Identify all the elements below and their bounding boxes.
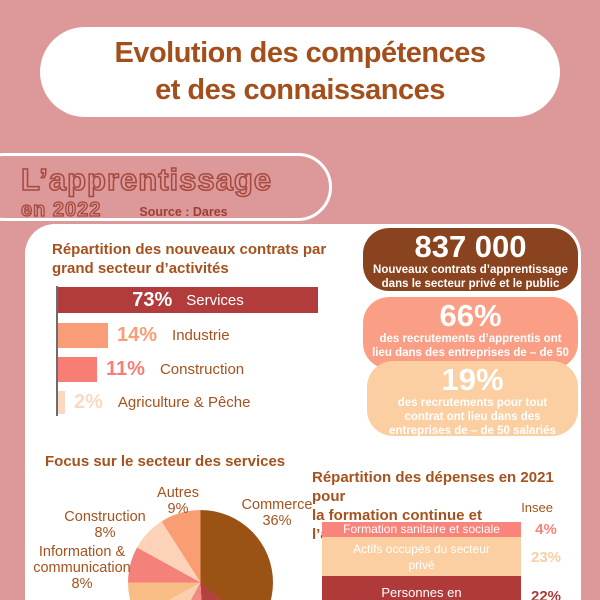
page-title-line1: Evolution des compétences — [114, 37, 486, 69]
expenses-source-label: Insee — [521, 500, 553, 515]
bar-row-construction: 11% Construction — [58, 357, 244, 382]
segment-personnes-pct: 22% — [530, 588, 562, 600]
stat-box-contracts: 837 000 Nouveaux contrats d’apprentissag… — [363, 228, 578, 291]
bar-agriculture-label: Agriculture & Pêche — [117, 394, 251, 411]
bar-construction-label: Construction — [159, 361, 245, 378]
segment-formation-sanitaire-pct: 4% — [535, 521, 557, 538]
stat-19-value: 19% — [441, 362, 504, 397]
bar-industrie-value: 14% — [117, 324, 158, 346]
tag-title: L’apprentissage — [20, 161, 273, 198]
pie-label-commerce-pct: 36% — [262, 513, 292, 529]
page-title-line2: et des connaissances — [155, 74, 445, 106]
pie-label-autres: Autres 9% — [138, 485, 218, 517]
page-title-card: Evolution des compétences et des connais… — [40, 27, 560, 117]
tag-row: en 2022 Source : Dares — [20, 198, 329, 222]
contracts-chart-heading: Répartition des nouveaux contrats par gr… — [52, 240, 326, 278]
bar-construction — [58, 357, 97, 382]
expenses-stacked-bar: Formation sanitaire et sociale Actifs oc… — [322, 522, 521, 600]
pie-label-construction-pct: 8% — [94, 525, 116, 541]
segment-personnes: Personnes en — [322, 576, 521, 600]
source-label: Source : Dares — [139, 205, 228, 219]
stat-19-desc: des recrutements pour tout contrat ont l… — [389, 397, 556, 436]
stat-contracts-value: 837 000 — [414, 229, 527, 264]
pie-label-infocomm-text2: communication — [33, 560, 131, 576]
contracts-heading-line1: Répartition des nouveaux contrats par — [52, 241, 327, 258]
stat-box-66: 66% des recrutements d’apprentis ont lie… — [363, 297, 578, 369]
bar-agriculture — [58, 391, 65, 414]
bar-row-industrie: 14% Industrie — [58, 323, 230, 348]
pie-label-construction: Construction 8% — [60, 509, 150, 541]
bar-industrie — [58, 323, 108, 348]
pie-label-infocomm: Information & communication 8% — [26, 544, 138, 592]
expenses-heading-line1: Répartition des dépenses en 2021 pour — [312, 469, 554, 505]
contracts-heading-line2: grand secteur d’activités — [52, 260, 229, 277]
bar-services-value: 73% — [132, 288, 173, 311]
stat-box-19: 19% des recrutements pour tout contrat o… — [367, 361, 578, 436]
tag-subtitle: en 2022 — [20, 198, 102, 221]
segment-actifs-prive: Actifs occupés du secteur privé — [322, 537, 521, 576]
bar-services-label: Services — [186, 291, 244, 309]
bar-industrie-label: Industrie — [172, 327, 230, 344]
bar-row-agriculture: 2% Agriculture & Pêche — [58, 391, 250, 414]
pie-label-autres-text: Autres — [157, 485, 199, 501]
bar-agriculture-value: 2% — [74, 391, 103, 413]
pie-label-commerce: Commerce 36% — [236, 497, 318, 529]
focus-heading: Focus sur le secteur des services — [45, 453, 286, 470]
segment-actifs-prive-pct: 23% — [530, 549, 562, 566]
stat-contracts-desc: Nouveaux contrats d’apprentissage dans l… — [373, 264, 568, 290]
stat-66-value: 66% — [439, 298, 502, 333]
bar-chart-axis — [56, 286, 58, 416]
bar-services: 73% Services — [58, 287, 318, 313]
tag-banner: L’apprentissage en 2022 Source : Dares — [0, 153, 332, 222]
stat-66-desc: des recrutements d’apprentis ont lieu da… — [372, 333, 569, 369]
pie-label-commerce-text: Commerce — [241, 497, 313, 513]
pie-label-infocomm-text1: Information & — [38, 544, 126, 560]
segment-formation-sanitaire: Formation sanitaire et sociale — [322, 522, 521, 537]
bar-row-services: 73% Services — [58, 287, 318, 313]
pie-label-infocomm-pct: 8% — [71, 576, 93, 592]
pie-label-construction-text: Construction — [64, 509, 146, 525]
pie-label-autres-pct: 9% — [167, 501, 189, 517]
bar-construction-value: 11% — [106, 358, 145, 380]
